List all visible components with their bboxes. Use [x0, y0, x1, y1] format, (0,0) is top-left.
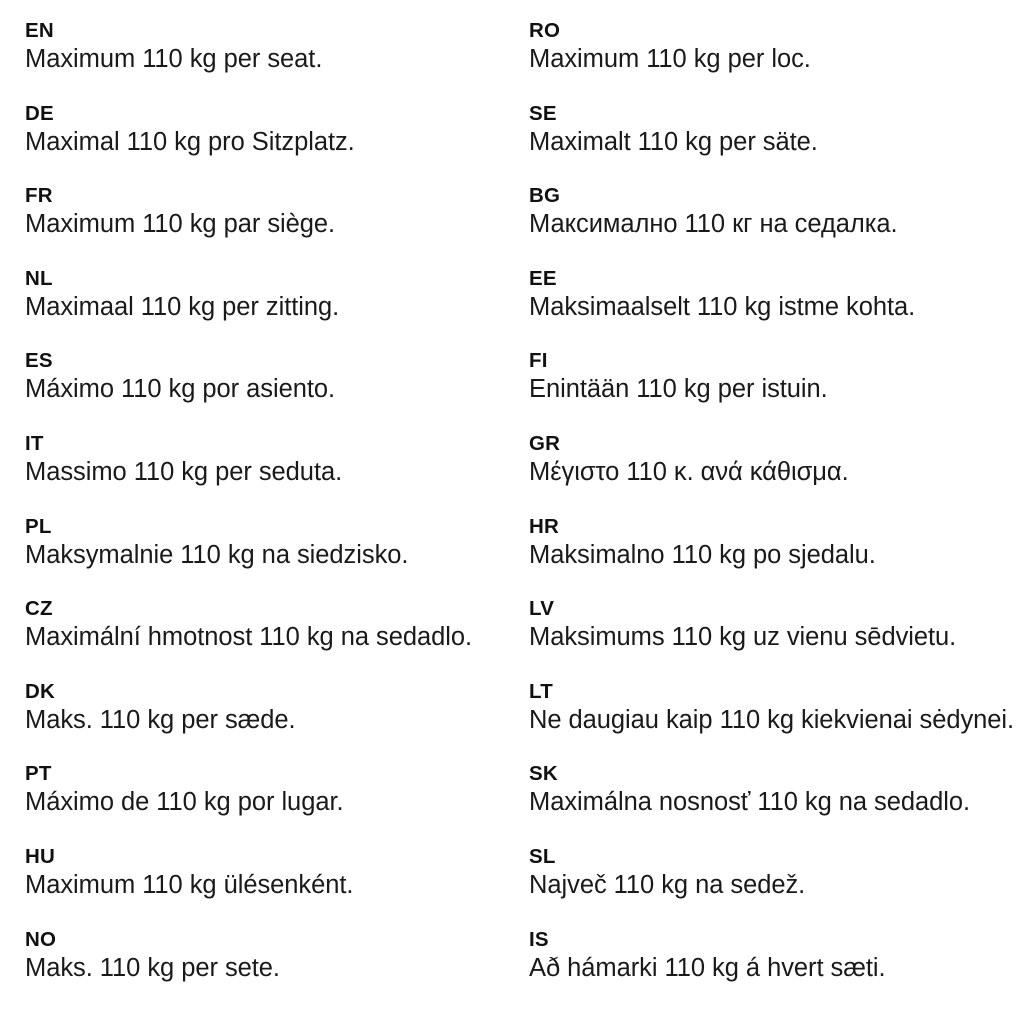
- language-text: Maksimalno 110 kg po sjedalu.: [529, 540, 876, 569]
- language-code: EE: [529, 266, 557, 290]
- language-text: Maximaal 110 kg per zitting.: [25, 292, 340, 321]
- language-entry: SE Maximalt 110 kg per säte.: [529, 101, 1016, 184]
- language-code: IS: [529, 927, 549, 951]
- left-column: EN Maximum 110 kg per seat. DE Maximal 1…: [25, 18, 504, 1010]
- language-code: NL: [25, 266, 53, 290]
- language-code: DK: [25, 679, 56, 703]
- language-code: BG: [529, 184, 561, 208]
- language-code: FR: [25, 184, 53, 208]
- language-entry: PT Máximo de 110 kg por lugar.: [25, 761, 504, 844]
- language-entry: NL Maximaal 110 kg per zitting.: [25, 266, 504, 349]
- right-column: RO Maximum 110 kg per loc. SE Maximalt 1…: [512, 0, 1024, 1024]
- language-entry: DK Maks. 110 kg per sæde.: [25, 679, 504, 762]
- language-text: Največ 110 kg na sedež.: [529, 870, 806, 899]
- language-code: ES: [25, 349, 53, 373]
- language-text: Að hámarki 110 kg á hvert sæti.: [529, 953, 886, 982]
- language-entry: HR Maksimalno 110 kg po sjedalu.: [529, 514, 1016, 597]
- language-entry: HU Maximum 110 kg ülésenként.: [25, 844, 504, 927]
- language-entry: IT Massimo 110 kg per seduta.: [25, 431, 504, 514]
- language-text: Massimo 110 kg per seduta.: [25, 457, 343, 486]
- language-entry: FI Enintään 110 kg per istuin.: [529, 348, 1016, 431]
- language-code: LT: [529, 679, 553, 703]
- language-text: Μέγιστο 110 κ. ανά κάθισμα.: [529, 457, 849, 486]
- language-entry: IS Að hámarki 110 kg á hvert sæti.: [529, 927, 1016, 1010]
- language-entry: FR Maximum 110 kg par siège.: [25, 183, 504, 266]
- language-text: Maks. 110 kg per sete.: [25, 953, 280, 982]
- language-text: Maksimaalselt 110 kg istme kohta.: [529, 292, 916, 321]
- language-entry: LV Maksimums 110 kg uz vienu sēdvietu.: [529, 596, 1016, 679]
- language-code: FI: [529, 349, 548, 373]
- language-text: Maximum 110 kg ülésenként.: [25, 870, 354, 899]
- language-text: Maksimums 110 kg uz vienu sēdvietu.: [529, 623, 957, 652]
- language-entry: LT Ne daugiau kaip 110 kg kiekvienai sėd…: [529, 679, 1016, 762]
- language-code: CZ: [25, 597, 53, 621]
- language-code: PL: [25, 514, 52, 538]
- language-entry: GR Μέγιστο 110 κ. ανά κάθισμα.: [529, 431, 1016, 514]
- language-entry: PL Maksymalnie 110 kg na siedzisko.: [25, 514, 504, 597]
- language-code: GR: [529, 431, 561, 455]
- language-text: Maximalt 110 kg per säte.: [529, 127, 818, 156]
- language-entry: EN Maximum 110 kg per seat.: [25, 18, 504, 101]
- language-code: DE: [25, 101, 54, 125]
- language-entry: NO Maks. 110 kg per sete.: [25, 927, 504, 1010]
- language-text: Maksymalnie 110 kg na siedzisko.: [25, 540, 409, 569]
- language-entry: ES Máximo 110 kg por asiento.: [25, 348, 504, 431]
- language-entry: SL Največ 110 kg na sedež.: [529, 844, 1016, 927]
- language-text: Maximum 110 kg per loc.: [529, 45, 811, 73]
- language-code: HU: [25, 844, 56, 868]
- language-entry: RO Maximum 110 kg per loc.: [529, 18, 1016, 101]
- language-entry: DE Maximal 110 kg pro Sitzplatz.: [25, 101, 504, 184]
- language-text: Maximum 110 kg per seat.: [25, 45, 323, 73]
- language-text: Maximal 110 kg pro Sitzplatz.: [25, 127, 355, 156]
- language-text: Máximo de 110 kg por lugar.: [25, 788, 344, 817]
- language-entry: CZ Maximální hmotnost 110 kg na sedadlo.: [25, 596, 504, 679]
- language-code: EN: [25, 19, 54, 42]
- language-code: HR: [529, 514, 560, 538]
- language-code: SK: [529, 762, 558, 786]
- language-code: SE: [529, 101, 557, 125]
- language-code: PT: [25, 762, 52, 786]
- language-text: Maximální hmotnost 110 kg na sedadlo.: [25, 623, 473, 652]
- language-code: SL: [529, 844, 556, 868]
- language-code: RO: [529, 19, 561, 42]
- language-text: Максимално 110 кг на седалка.: [529, 210, 898, 239]
- language-code: IT: [25, 431, 44, 455]
- language-entry: EE Maksimaalselt 110 kg istme kohta.: [529, 266, 1016, 349]
- language-text: Enintään 110 kg per istuin.: [529, 375, 828, 404]
- language-entry: SK Maximálna nosnosť 110 kg na sedadlo.: [529, 761, 1016, 844]
- language-text: Maks. 110 kg per sæde.: [25, 705, 296, 734]
- language-text: Máximo 110 kg por asiento.: [25, 375, 336, 404]
- language-code: NO: [25, 927, 57, 951]
- language-code: LV: [529, 597, 555, 621]
- language-text: Maximálna nosnosť 110 kg na sedadlo.: [529, 788, 971, 817]
- language-text: Ne daugiau kaip 110 kg kiekvienai sėdyne…: [529, 705, 1015, 734]
- language-entry: BG Максимално 110 кг на седалка.: [529, 183, 1016, 266]
- language-text: Maximum 110 kg par siège.: [25, 210, 336, 239]
